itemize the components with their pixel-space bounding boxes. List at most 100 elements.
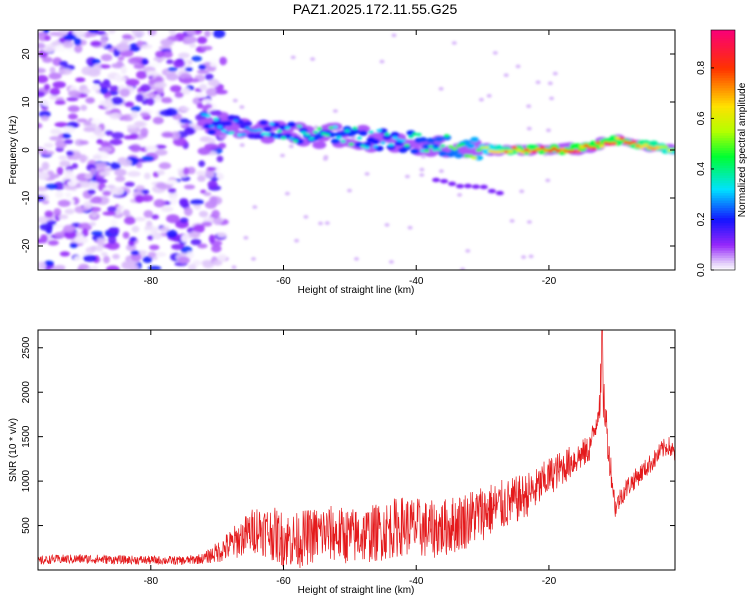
- spectrogram-noise-blob: [192, 259, 202, 267]
- spectrogram-noise-blob: [125, 243, 137, 252]
- spectrogram-signal-cell: [386, 144, 396, 150]
- spectrogram-signal-cell: [511, 146, 518, 150]
- colorbar-band: [711, 127, 735, 131]
- spectrogram-faint-blob: [460, 267, 466, 270]
- spectrogram-noise-blob: [135, 185, 145, 191]
- spectrogram-noise-blob: [53, 208, 62, 217]
- spectrogram-signal-cell: [221, 129, 227, 133]
- colorbar-band: [711, 55, 735, 59]
- colorbar-band: [711, 157, 735, 161]
- spectrogram-noise-blob: [63, 34, 77, 41]
- spectrogram-faint-blob: [521, 255, 527, 259]
- colorbar-band: [711, 62, 735, 66]
- spectrogram-noise-blob: [38, 172, 50, 180]
- spectrogram-noise-blob: [76, 118, 88, 123]
- colorbar-band: [711, 132, 735, 136]
- spectrogram-noise-blob: [59, 60, 68, 67]
- spectrogram-signal-cell: [611, 141, 617, 146]
- spectrogram-noise-blob: [63, 169, 74, 177]
- spectrogram-noise-blob: [218, 142, 227, 149]
- colorbar-band: [711, 40, 735, 44]
- spectrogram-noise-blob: [129, 143, 142, 153]
- colorbar-band: [711, 182, 735, 186]
- spectrogram-noise-blob: [99, 171, 111, 177]
- spectrogram-signal-cell: [390, 131, 400, 138]
- spectrogram-noise-blob: [109, 139, 123, 146]
- spectrogram-noise-blob: [154, 94, 161, 103]
- spectrogram-noise-blob: [41, 161, 50, 171]
- colorbar-band: [711, 95, 735, 99]
- spectrogram-noise-blob: [64, 208, 75, 215]
- spectrogram-noise-blob: [41, 99, 53, 107]
- spectrogram-signal-cell: [352, 126, 359, 130]
- colorbar-band: [711, 92, 735, 96]
- spectrogram-x-tick-label: -20: [542, 276, 557, 287]
- spectrogram-noise-blob: [67, 105, 80, 113]
- spectrogram-noise-blob: [143, 210, 154, 218]
- colorbar-band: [711, 242, 735, 246]
- colorbar-band: [711, 105, 735, 109]
- spectrogram-signal-cell: [380, 141, 386, 145]
- spectrogram-signal-cell: [571, 149, 577, 154]
- spectrogram-noise-blob: [74, 44, 83, 54]
- spectrogram-noise-blob: [116, 60, 124, 67]
- spectrogram-noise-blob: [166, 73, 179, 81]
- colorbar-band: [711, 115, 735, 119]
- colorbar-band: [711, 267, 735, 271]
- spectrogram-signal-cell: [358, 130, 368, 136]
- spectrogram-noise-blob: [42, 56, 53, 63]
- spectrogram-noise-blob: [181, 87, 191, 95]
- spectrogram-noise-blob: [155, 182, 166, 189]
- colorbar-band: [711, 85, 735, 89]
- spectrogram-noise-blob: [140, 84, 152, 93]
- spectrogram-noise-blob: [41, 44, 56, 53]
- spectrogram-faint-blob: [526, 126, 532, 131]
- spectrogram-noise-blob: [211, 209, 220, 219]
- spectrogram-signal-cell: [312, 130, 319, 134]
- spectrogram-noise-blob: [207, 180, 218, 189]
- spectrogram-noise-blob: [110, 96, 124, 105]
- spectrogram-faint-blob: [492, 51, 498, 55]
- spectrogram-faint-blob: [549, 96, 555, 101]
- spectrogram-faint-blob: [486, 94, 492, 98]
- spectrogram-faint-blob: [535, 80, 541, 85]
- spectrogram-faint-blob: [419, 167, 425, 172]
- colorbar-band: [711, 167, 735, 171]
- spectrogram-noise-blob: [153, 252, 167, 257]
- spectrogram-noise-blob: [107, 206, 117, 213]
- spectrogram-noise-blob: [188, 263, 197, 270]
- spectrogram-noise-blob: [96, 138, 103, 145]
- spectrogram-faint-blob: [552, 71, 558, 76]
- spectrogram-noise-blob: [101, 252, 108, 257]
- spectrogram-noise-blob: [209, 196, 218, 205]
- spectrogram-signal-cell: [547, 149, 554, 153]
- spectrogram-branch-cell: [440, 179, 449, 184]
- spectrogram-signal-cell: [370, 138, 380, 145]
- spectrogram-noise-blob: [204, 30, 211, 38]
- spectrogram-signal-cell: [217, 125, 223, 129]
- spectrogram-noise-blob: [73, 37, 82, 46]
- colorbar-band: [711, 155, 735, 159]
- spectrogram-signal-cell: [263, 126, 273, 132]
- spectrogram-noise-blob: [83, 200, 93, 210]
- spectrogram-noise-blob: [63, 126, 76, 134]
- spectrogram-noise-blob: [204, 103, 213, 109]
- spectrogram-noise-blob: [38, 67, 46, 74]
- colorbar-band: [711, 82, 735, 86]
- spectrogram-noise-blob: [141, 155, 155, 162]
- spectrogram-signal-cell: [662, 145, 669, 149]
- spectrogram-faint-blob: [438, 169, 444, 173]
- spectrogram-signal-cell: [438, 150, 448, 157]
- spectrogram-noise-blob: [144, 225, 152, 231]
- spectrogram-faint-blob: [388, 260, 394, 264]
- spectrogram-noise-blob: [90, 40, 102, 47]
- spectrogram-noise-blob: [88, 30, 99, 34]
- spectrogram-noise-blob: [102, 211, 117, 216]
- spectrogram-noise-blob: [212, 30, 226, 39]
- spectrogram-noise-blob: [43, 30, 50, 34]
- spectrogram-noise-blob: [162, 132, 174, 138]
- spectrogram-noise-blob: [196, 102, 204, 109]
- spectrogram-noise-blob: [136, 70, 148, 80]
- spectrogram-noise-blob: [167, 188, 177, 194]
